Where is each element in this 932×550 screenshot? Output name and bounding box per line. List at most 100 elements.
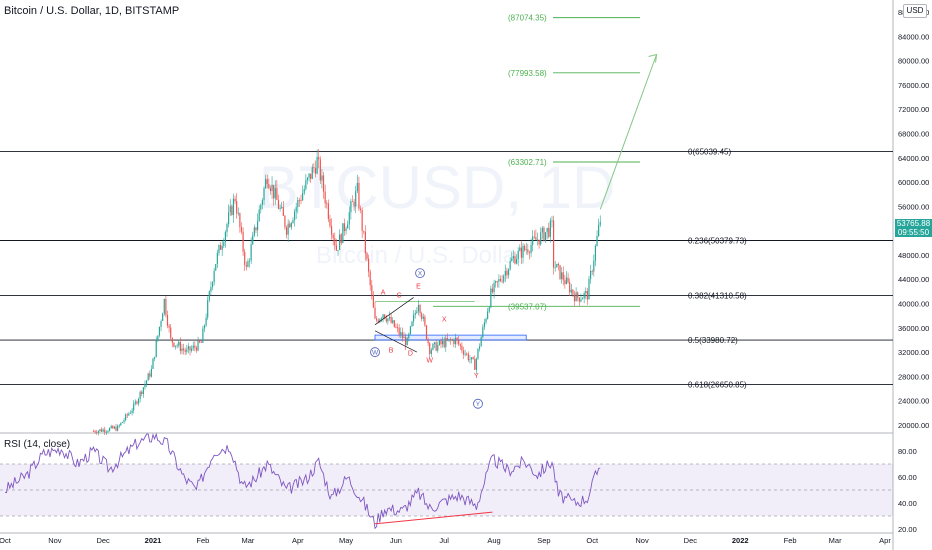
- candle-body: [293, 211, 296, 220]
- candle-body: [364, 231, 366, 254]
- candle-body: [406, 338, 408, 346]
- candle-body: [499, 279, 502, 281]
- rsi-tick-label: 60.00: [898, 473, 917, 482]
- candle-body: [184, 350, 186, 352]
- time-tick-label: Nov: [48, 536, 62, 545]
- candle-body: [160, 321, 162, 327]
- candle-body: [469, 359, 471, 361]
- candle-body: [99, 429, 101, 431]
- candle-body: [400, 332, 402, 335]
- projection-arrow: [599, 54, 658, 210]
- candle-body: [366, 253, 368, 259]
- candle-body: [221, 245, 223, 250]
- candle-body: [467, 353, 469, 361]
- candle-body: [187, 346, 190, 350]
- watermark-symbol: BTCUSD, 1D: [259, 154, 616, 221]
- candle-body: [470, 357, 473, 360]
- time-tick-label: Feb: [784, 536, 797, 545]
- candle-body: [396, 327, 399, 329]
- candle-body: [433, 342, 436, 345]
- time-tick-label: Apr: [292, 536, 304, 545]
- candle-body: [256, 221, 259, 231]
- candle-body: [520, 247, 523, 258]
- candle-body: [297, 200, 299, 208]
- candle-body: [514, 256, 516, 264]
- candle-body: [554, 267, 556, 269]
- candle-body: [203, 325, 206, 329]
- candle-body: [108, 428, 111, 432]
- candle-body: [425, 325, 428, 340]
- candle-body: [562, 272, 564, 281]
- price-tick-label: 56000.00: [898, 202, 929, 211]
- candle-body: [120, 422, 122, 426]
- candle-body: [416, 311, 418, 313]
- candle-body: [577, 292, 579, 298]
- candle-body: [477, 348, 479, 359]
- candle-body: [495, 281, 497, 283]
- candle-body: [440, 340, 442, 345]
- candle-body: [451, 340, 453, 341]
- candle-body: [337, 249, 339, 251]
- candle-body: [155, 340, 157, 357]
- candle-body: [150, 368, 152, 377]
- candle-body: [240, 227, 243, 232]
- candle-body: [252, 235, 254, 245]
- candle-body: [237, 213, 239, 215]
- candle-body: [589, 270, 592, 279]
- time-tick-label: Mar: [241, 536, 254, 545]
- candle-body: [583, 293, 585, 299]
- candle-body: [100, 429, 103, 432]
- candle-body: [265, 179, 267, 189]
- candle-body: [446, 338, 449, 341]
- candle-body: [544, 232, 547, 241]
- candle-body: [110, 425, 112, 429]
- candle-body: [174, 345, 177, 347]
- candle-body: [493, 282, 495, 293]
- candle-body: [388, 316, 391, 319]
- candle-body: [165, 298, 167, 315]
- candle-body: [141, 391, 143, 395]
- candle-body: [482, 327, 484, 338]
- symbol-title: Bitcoin / U.S. Dollar, 1D, BITSTAMP: [4, 5, 180, 17]
- candle-body: [268, 184, 270, 189]
- candle-body: [229, 205, 231, 213]
- candle-body: [430, 349, 432, 354]
- candle-body: [195, 347, 198, 351]
- candle-body: [285, 227, 288, 235]
- candle-body: [488, 307, 490, 312]
- candle-body: [228, 212, 230, 225]
- candle-body: [490, 288, 492, 308]
- candle-body: [327, 203, 329, 220]
- wave-label: X: [442, 317, 447, 324]
- rsi-tick-label: 40.00: [898, 499, 917, 508]
- candle-body: [532, 236, 534, 245]
- candle-body: [456, 337, 458, 341]
- projection-level-label: (63302.71): [508, 158, 547, 167]
- candle-body: [515, 259, 518, 264]
- candle-body: [107, 431, 109, 432]
- candle-body: [403, 336, 405, 339]
- candle-body: [548, 227, 550, 237]
- time-tick-label: Apr: [879, 536, 891, 545]
- candle-body: [498, 279, 500, 282]
- candle-body: [242, 231, 244, 252]
- candle-body: [511, 258, 513, 261]
- candle-body: [334, 238, 336, 246]
- candle-body: [588, 278, 590, 300]
- candle-body: [390, 316, 392, 323]
- bar-countdown: 09:55:50: [897, 228, 930, 237]
- candle-body: [569, 282, 571, 293]
- candle-body: [129, 412, 132, 414]
- candle-body: [269, 188, 272, 192]
- candle-body: [453, 340, 455, 345]
- currency-button[interactable]: USD: [903, 4, 927, 18]
- candle-body: [215, 264, 217, 271]
- candle-body: [353, 201, 355, 207]
- candle-body: [112, 425, 114, 429]
- candle-body: [329, 219, 331, 227]
- candle-body: [527, 249, 529, 253]
- candle-body: [372, 294, 375, 308]
- candle-body: [421, 313, 423, 319]
- candle-body: [302, 193, 304, 201]
